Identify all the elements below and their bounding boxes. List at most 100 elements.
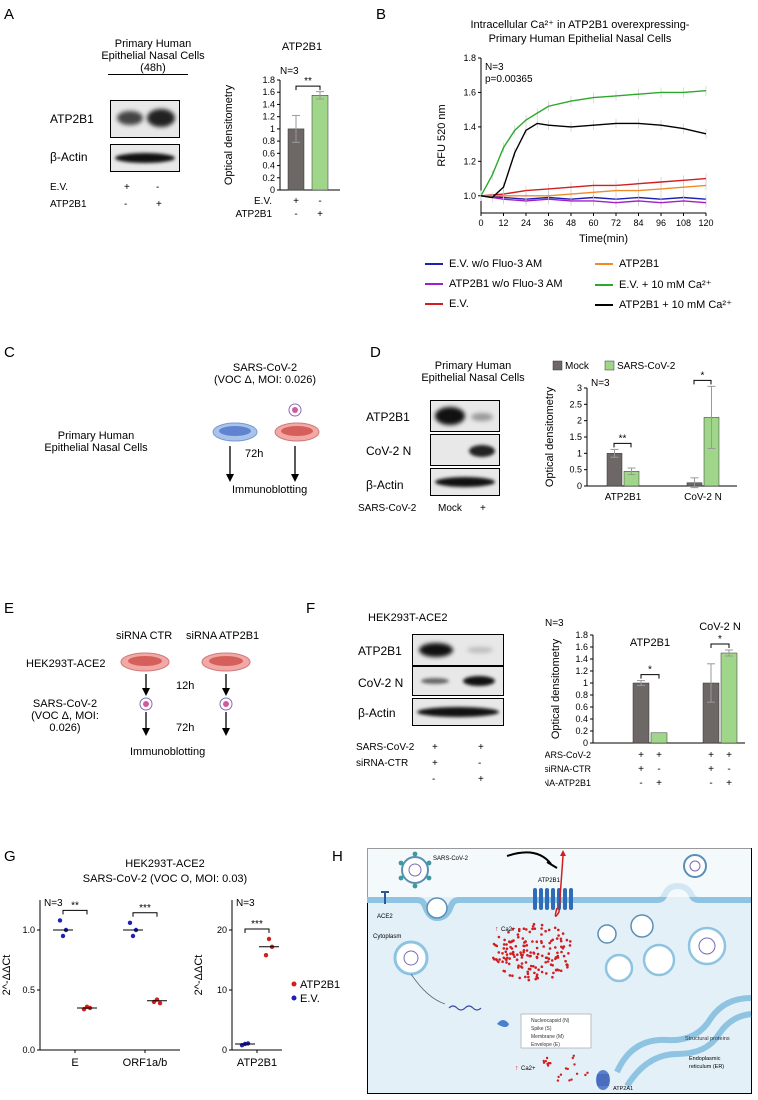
- calcium-ion: [564, 959, 567, 963]
- virus-icon: [398, 851, 432, 889]
- calcium-ion: [525, 944, 529, 947]
- panel-b-legend: E.V. w/o Fluo-3 AM ATP2B1 ATP2B1 w/o Fluo-…: [425, 258, 755, 328]
- panel-c-readout: Immunoblotting: [232, 484, 308, 496]
- significance-bracket: [640, 674, 660, 679]
- calcium-ion: [547, 928, 551, 932]
- calcium-ion: [545, 1056, 549, 1060]
- panel-a-blot-actin: [110, 144, 180, 172]
- protein-s: Spike (S): [531, 1026, 552, 1032]
- legend-swatch: [425, 283, 443, 285]
- x-row-sign: +: [726, 750, 732, 761]
- panel-f-sign: +: [478, 774, 484, 785]
- y-tick-label: 0.4: [575, 714, 588, 724]
- chart-title-2: Primary Human Epithelial Nasal Cells: [489, 33, 672, 45]
- x-row-label: E.V.: [254, 196, 272, 207]
- virus-icon: [219, 697, 233, 711]
- legend-entry: ATP2B1 w/o Fluo-3 AM: [425, 278, 563, 290]
- calcium-ion: [511, 974, 514, 977]
- legend-swatch: [595, 283, 613, 286]
- calcium-ion: [526, 954, 529, 957]
- panel-f-blot-actin: [412, 698, 504, 726]
- y-tick-label: 10: [217, 985, 227, 995]
- calcium-ion: [515, 958, 519, 961]
- calcium-ion: [505, 961, 508, 964]
- significance-label: *: [648, 665, 652, 676]
- y-tick-label: 2: [577, 416, 582, 426]
- calcium-ion: [548, 941, 551, 945]
- panel-f-label: F: [306, 600, 316, 617]
- n-annotation: N=3: [485, 62, 504, 73]
- panel-d-blot-actin: [430, 468, 500, 496]
- calcium-ion: [507, 962, 511, 966]
- x-row-label: siRNA-ATP2B1: [545, 778, 591, 788]
- legend-label: E.V.: [449, 298, 469, 310]
- calcium-ion: [522, 927, 526, 930]
- calcium-ion: [559, 937, 563, 941]
- calcium-ion: [562, 954, 566, 958]
- panel-g-chart-1: N=3 2^-ΔΔCt 0.0 0.5 1.0 E ** ORF1a/b ***: [1, 898, 180, 1069]
- calcium-ion: [511, 952, 514, 955]
- calcium-ion: [535, 975, 539, 978]
- panel-e-virus: SARS-CoV-2 (VOC Δ, MOI: 0.026): [20, 698, 110, 734]
- calcium-ion: [535, 946, 539, 950]
- legend-swatch: [425, 263, 443, 265]
- y-tick-label: 0.0: [22, 1045, 35, 1055]
- calcium-ion-cluster: [492, 922, 572, 982]
- panel-e-virus-line1: SARS-CoV-2: [32, 698, 98, 710]
- p-annotation: p=0.00365: [485, 74, 533, 85]
- panel-g-title-line2: SARS-CoV-2 (VOC O, MOI: 0.03): [82, 873, 248, 885]
- calcium-ion: [534, 977, 537, 981]
- significance-label: *: [701, 370, 705, 381]
- calcium-ion: [544, 961, 547, 964]
- calcium-ion: [566, 1067, 569, 1071]
- panel-a-row-atp2b1: ATP2B1: [50, 112, 94, 126]
- panel-f-header: HEK293T-ACE2: [368, 612, 448, 624]
- data-point: [157, 1001, 163, 1006]
- panel-a-blot-atp2b1: [110, 100, 180, 138]
- x-row-sign: +: [656, 750, 662, 761]
- calcium-ion: [545, 972, 548, 975]
- y-axis-label: Optical densitometry: [550, 638, 562, 739]
- legend-label: Mock: [565, 361, 590, 372]
- panel-c-diagram: [212, 403, 320, 482]
- y-tick-label: 1.2: [575, 666, 588, 676]
- y-tick-label: 0: [583, 738, 588, 748]
- y-tick-label: 0: [270, 185, 275, 195]
- calcium-ion: [522, 944, 525, 948]
- calcium-ion: [557, 1075, 560, 1079]
- legend-entry: E.V.: [425, 298, 469, 310]
- calcium-ion: [503, 938, 506, 942]
- calcium-ion: [549, 1062, 552, 1065]
- calcium-ion: [549, 963, 553, 966]
- bar: [606, 453, 623, 487]
- calcium-ion: [540, 970, 544, 974]
- calcium-ion: [534, 966, 537, 969]
- x-tick-label: 60: [588, 218, 598, 228]
- calcium-ion: [518, 976, 521, 980]
- y-tick-label: 20: [217, 925, 227, 935]
- y-tick-label: 1.4: [463, 122, 476, 132]
- panel-f-sign: +: [478, 742, 484, 753]
- serca-label: ATP2A1: [613, 1086, 633, 1092]
- calcium-ion: [497, 935, 501, 939]
- atp2a1-pump-icon: [596, 1070, 610, 1090]
- y-tick-label: 1.8: [262, 75, 275, 85]
- calcium-ion: [517, 966, 520, 969]
- calcium-ion: [533, 927, 537, 930]
- x-row-sign: +: [317, 209, 323, 220]
- calcium-ion: [497, 951, 501, 954]
- calcium-ion: [508, 957, 511, 960]
- panel-e-diagram: [120, 652, 251, 736]
- x-tick-label: 72: [611, 218, 621, 228]
- panel-e-virus-line2: (VOC Δ, MOI: 0.026): [31, 710, 99, 734]
- structural-label: Structural proteins: [685, 1036, 730, 1042]
- panel-f-sign: -: [432, 774, 436, 785]
- y-axis-label: RFU 520 nm: [436, 104, 448, 166]
- y-tick-label: 0.2: [262, 173, 275, 183]
- calcium-ion: [514, 945, 518, 948]
- calcium-ion: [550, 939, 553, 943]
- endocytosed-virus-icon: [426, 897, 448, 919]
- legend-label: E.V. + 10 mM Ca²⁺: [619, 279, 712, 291]
- legend-swatch: [425, 303, 443, 305]
- legend-entry: ATP2B1: [595, 258, 659, 270]
